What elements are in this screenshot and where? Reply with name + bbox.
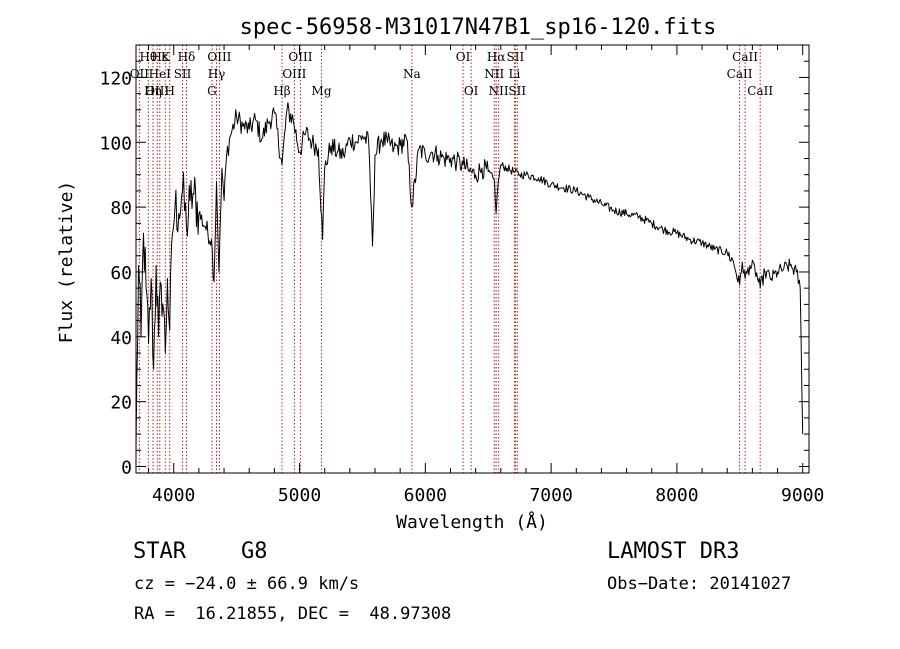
line-label: Hγ bbox=[208, 67, 226, 81]
x-axis-ticks: 4000 5000 6000 7000 8000 9000 bbox=[148, 45, 824, 506]
line-label: Mg bbox=[312, 84, 332, 98]
line-label: OIII bbox=[282, 67, 306, 81]
spectrum-series bbox=[135, 102, 804, 451]
line-label: K bbox=[161, 50, 171, 64]
y-tick-label: 60 bbox=[110, 263, 132, 284]
line-label: OIII bbox=[288, 50, 312, 64]
x-axis-label: Wavelength (Å) bbox=[396, 511, 548, 533]
line-label: Na bbox=[403, 67, 421, 81]
spectrum-line bbox=[135, 102, 804, 451]
line-label: Hα bbox=[487, 50, 506, 64]
line-label: OI bbox=[456, 50, 471, 64]
line-label: Hθ bbox=[139, 50, 157, 64]
y-tick-label: 100 bbox=[99, 133, 132, 154]
y-tick-label: 0 bbox=[121, 458, 132, 479]
line-label: G bbox=[207, 84, 217, 98]
line-label: OIII bbox=[145, 84, 169, 98]
object-class: STAR bbox=[133, 539, 186, 564]
y-axis-ticks: 0 20 40 60 80 100 120 bbox=[99, 60, 809, 479]
x-tick-label: 6000 bbox=[404, 485, 447, 506]
x-tick-label: 4000 bbox=[152, 485, 195, 506]
x-tick-label: 9000 bbox=[781, 485, 824, 506]
line-label: Hδ bbox=[178, 50, 196, 64]
survey-release: LAMOST DR3 bbox=[607, 539, 740, 564]
line-label: Li bbox=[508, 67, 520, 81]
line-label: OI bbox=[464, 84, 479, 98]
coordinates-text: RA = 16.21855, DEC = 48.97308 bbox=[134, 604, 452, 624]
line-label: NII bbox=[484, 67, 504, 81]
y-tick-label: 20 bbox=[110, 393, 132, 414]
y-tick-label: 40 bbox=[110, 328, 132, 349]
y-tick-label: 80 bbox=[110, 198, 132, 219]
object-subclass: G8 bbox=[241, 539, 268, 564]
line-label: SII bbox=[508, 84, 526, 98]
line-label: Hε bbox=[151, 50, 168, 64]
line-label: CaII bbox=[747, 84, 773, 98]
line-label: H bbox=[164, 84, 174, 98]
line-label: NII bbox=[489, 84, 509, 98]
line-label: OII bbox=[130, 67, 150, 81]
spectral-line-markers bbox=[138, 45, 761, 473]
line-label: OIII bbox=[207, 50, 231, 64]
redshift-text: cz = −24.0 ± 66.9 km/s bbox=[134, 574, 360, 594]
plot-frame bbox=[135, 44, 810, 474]
y-axis-label: Flux (relative) bbox=[56, 181, 77, 344]
line-label: CaII bbox=[727, 67, 753, 81]
line-label: SII bbox=[174, 67, 192, 81]
chart-title: spec-56958-M31017N47B1_sp16-120.fits bbox=[240, 15, 717, 40]
line-label: Hβ bbox=[273, 84, 290, 98]
y-tick-label: 120 bbox=[99, 68, 132, 89]
line-label: CaII bbox=[732, 50, 758, 64]
x-tick-label: 5000 bbox=[278, 485, 321, 506]
line-label: HeI bbox=[149, 67, 172, 81]
line-label: SII bbox=[507, 50, 525, 64]
line-label: Hη bbox=[144, 84, 162, 98]
x-tick-label: 8000 bbox=[655, 485, 698, 506]
observation-date: Obs−Date: 20141027 bbox=[607, 574, 792, 594]
x-tick-label: 7000 bbox=[529, 485, 572, 506]
